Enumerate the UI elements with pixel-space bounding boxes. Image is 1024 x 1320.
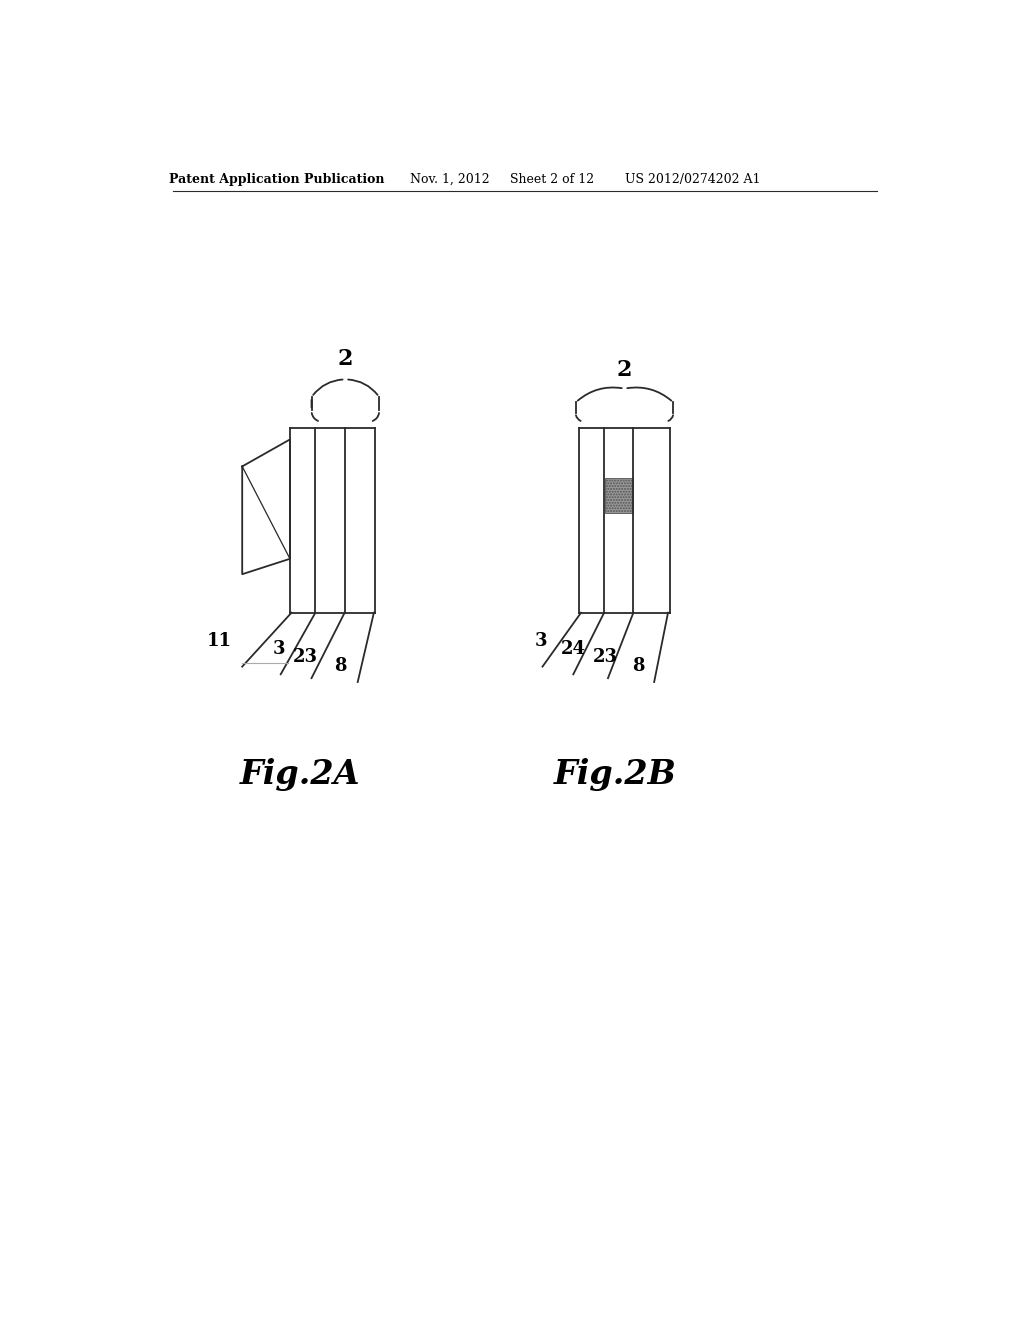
Text: Sheet 2 of 12: Sheet 2 of 12 (510, 173, 595, 186)
Text: Nov. 1, 2012: Nov. 1, 2012 (411, 173, 489, 186)
Text: 2: 2 (616, 359, 632, 381)
Text: Fig.2A: Fig.2A (240, 758, 360, 791)
Text: 8: 8 (334, 657, 346, 675)
Text: 23: 23 (593, 648, 618, 667)
Text: 24: 24 (561, 640, 586, 657)
Text: US 2012/0274202 A1: US 2012/0274202 A1 (625, 173, 761, 186)
Text: 11: 11 (207, 632, 231, 651)
Text: 3: 3 (273, 640, 286, 657)
Text: Patent Application Publication: Patent Application Publication (169, 173, 385, 186)
Text: 23: 23 (293, 648, 317, 667)
Text: 2: 2 (338, 347, 353, 370)
Text: Fig.2B: Fig.2B (554, 758, 677, 791)
Bar (605, 478, 633, 512)
Text: 3: 3 (535, 632, 547, 651)
Text: 8: 8 (633, 657, 645, 675)
